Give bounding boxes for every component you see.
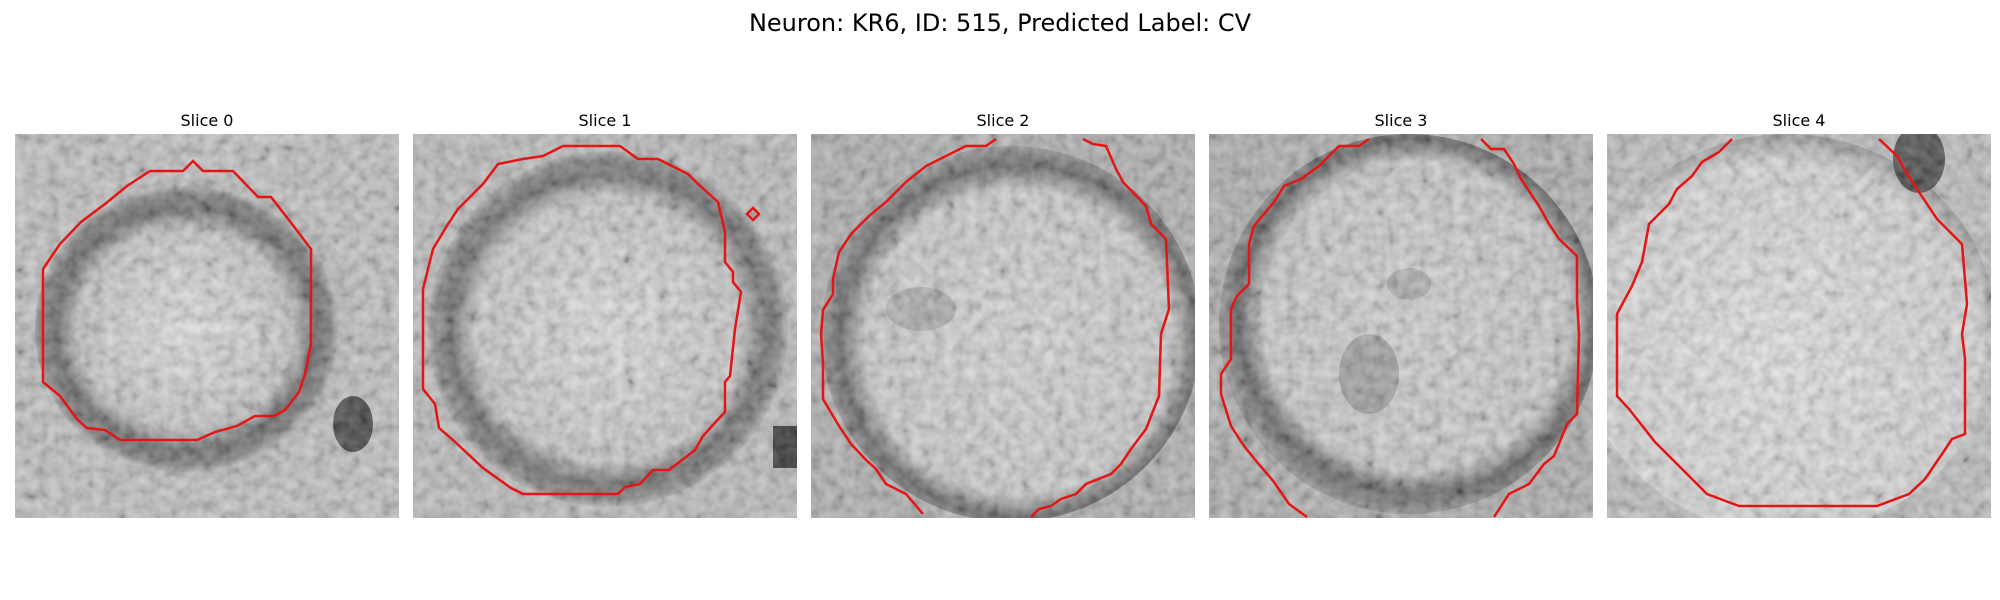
slice-title-4: Slice 4 xyxy=(1772,111,1826,130)
pixel-noise-0 xyxy=(15,134,399,518)
slice-image-1 xyxy=(413,134,797,518)
pixel-noise-2 xyxy=(811,134,1195,518)
slice-image-3 xyxy=(1209,134,1593,518)
slice-panel-3: Slice 3 xyxy=(1209,108,1593,518)
slice-title-1: Slice 1 xyxy=(578,111,632,130)
contour-line-3 xyxy=(1219,137,1370,518)
slice-title-2: Slice 2 xyxy=(976,111,1030,130)
pixel-noise-1 xyxy=(413,134,797,518)
pixel-noise-3 xyxy=(1209,134,1593,518)
contour-line-3b xyxy=(1480,138,1581,518)
contour-line-4 xyxy=(1615,138,1969,508)
figure-title: Neuron: KR6, ID: 515, Predicted Label: C… xyxy=(748,9,1252,37)
contour-line-0 xyxy=(41,159,313,442)
slice-image-0 xyxy=(15,134,399,518)
slice-title-0: Slice 0 xyxy=(180,111,234,130)
slice-title-3: Slice 3 xyxy=(1374,111,1428,130)
contour-line-1 xyxy=(421,144,743,496)
contour-line-2 xyxy=(819,137,997,515)
slice-panel-2: Slice 2 xyxy=(811,108,1195,518)
slice-panel-1: Slice 1 xyxy=(413,108,797,518)
slice-image-2 xyxy=(811,134,1195,518)
slice-panel-4: Slice 4 xyxy=(1607,108,1991,518)
contour-fragment-1 xyxy=(745,206,761,222)
pixel-noise-4 xyxy=(1607,134,1991,518)
contour-line-2b xyxy=(1030,137,1171,518)
slice-panel-0: Slice 0 xyxy=(15,108,399,518)
slice-image-4 xyxy=(1607,134,1991,518)
